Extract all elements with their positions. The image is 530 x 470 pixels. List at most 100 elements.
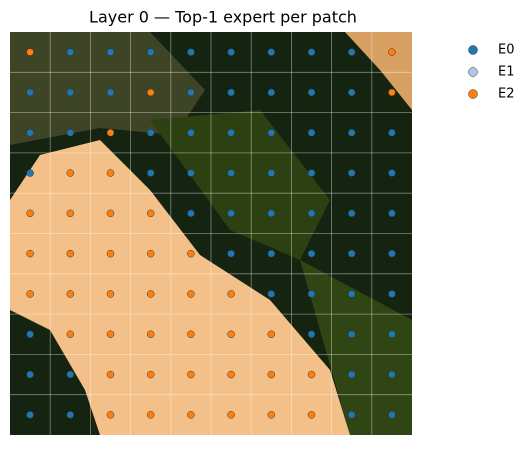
- patch-dot: [146, 330, 155, 338]
- patch-dot: [267, 411, 276, 419]
- legend-marker: [468, 67, 478, 77]
- patch-dot: [26, 411, 34, 419]
- patch-dot: [26, 88, 34, 97]
- patch-dot: [106, 129, 115, 137]
- patch-dot: [388, 209, 396, 218]
- patch-dot: [146, 370, 155, 379]
- patch-dot: [307, 169, 316, 177]
- patch-dot: [106, 209, 115, 218]
- legend-marker: [468, 89, 478, 99]
- patch-dot: [227, 370, 235, 379]
- patch-dot: [227, 48, 235, 56]
- patch-dot: [187, 209, 195, 218]
- patch-dot: [187, 290, 195, 298]
- patch-dot: [26, 129, 34, 137]
- patch-dot: [106, 370, 115, 379]
- image-region: [300, 260, 412, 435]
- patch-dot: [307, 48, 316, 56]
- patch-dot: [307, 209, 316, 218]
- patch-dot: [187, 169, 195, 177]
- patch-dot: [307, 370, 316, 379]
- patch-dot: [26, 290, 34, 298]
- patch-dot: [267, 370, 276, 379]
- patch-dot: [227, 290, 235, 298]
- patch-dot: [66, 129, 75, 137]
- patch-dot: [146, 209, 155, 218]
- legend-label: E2: [498, 87, 515, 102]
- patch-dot: [187, 88, 195, 97]
- patch-dot: [106, 290, 115, 298]
- patch-dot: [388, 411, 396, 419]
- legend: E0 E1 E2: [468, 43, 515, 102]
- patch-dot: [146, 88, 155, 97]
- patch-dot: [267, 48, 276, 56]
- patch-dot: [347, 290, 356, 298]
- patch-dot: [267, 290, 276, 298]
- patch-dot: [66, 330, 75, 338]
- patch-dot: [267, 88, 276, 97]
- image-region: [150, 110, 330, 260]
- patch-dot: [66, 370, 75, 379]
- patch-dot: [307, 129, 316, 137]
- patch-dot: [347, 249, 356, 258]
- patch-dot: [106, 411, 115, 419]
- patch-dot: [307, 290, 316, 298]
- patch-dot: [307, 411, 316, 419]
- patch-dot: [26, 209, 34, 218]
- patch-dot: [388, 330, 396, 338]
- patch-dot: [388, 169, 396, 177]
- patch-dot: [388, 48, 396, 56]
- patch-dot: [227, 330, 235, 338]
- patch-dot: [66, 48, 75, 56]
- patch-dot: [26, 48, 34, 56]
- patch-dot: [347, 88, 356, 97]
- legend-label: E0: [498, 43, 515, 58]
- chart-title: Layer 0 — Top-1 expert per patch: [89, 8, 357, 27]
- legend-label: E1: [498, 65, 515, 80]
- patch-dot: [26, 169, 34, 177]
- patch-dot: [307, 330, 316, 338]
- patch-dot: [388, 249, 396, 258]
- patch-dot: [227, 209, 235, 218]
- patch-dot: [227, 411, 235, 419]
- patch-dot: [106, 249, 115, 258]
- patch-dot: [267, 169, 276, 177]
- patch-dot: [347, 411, 356, 419]
- patch-dot: [187, 411, 195, 419]
- patch-dot: [106, 88, 115, 97]
- patch-dot: [187, 370, 195, 379]
- patch-dot: [26, 249, 34, 258]
- patch-dot: [347, 48, 356, 56]
- patch-dot: [146, 249, 155, 258]
- patch-dot: [187, 129, 195, 137]
- patch-dot: [26, 330, 34, 338]
- patch-dot: [347, 169, 356, 177]
- patch-dot: [307, 88, 316, 97]
- patch-dot: [267, 129, 276, 137]
- patch-dot: [187, 330, 195, 338]
- patch-dot: [66, 209, 75, 218]
- patch-dot: [347, 330, 356, 338]
- patch-dot: [347, 370, 356, 379]
- patch-dot: [66, 249, 75, 258]
- patch-dot: [146, 290, 155, 298]
- patch-dot: [388, 129, 396, 137]
- patch-dot: [146, 411, 155, 419]
- patch-dot: [146, 48, 155, 56]
- patch-dot: [267, 209, 276, 218]
- patch-dot: [26, 370, 34, 379]
- patch-dot: [146, 129, 155, 137]
- legend-marker: [468, 45, 478, 55]
- patch-dot: [227, 129, 235, 137]
- patch-dot: [347, 209, 356, 218]
- patch-image: [10, 32, 412, 435]
- patch-dot: [388, 290, 396, 298]
- patch-dot: [388, 88, 396, 97]
- patch-dot: [106, 169, 115, 177]
- patch-dot: [106, 48, 115, 56]
- dots: [26, 48, 396, 419]
- patch-dot: [106, 330, 115, 338]
- patch-dot: [187, 249, 195, 258]
- patch-dot: [66, 411, 75, 419]
- patch-dot: [227, 88, 235, 97]
